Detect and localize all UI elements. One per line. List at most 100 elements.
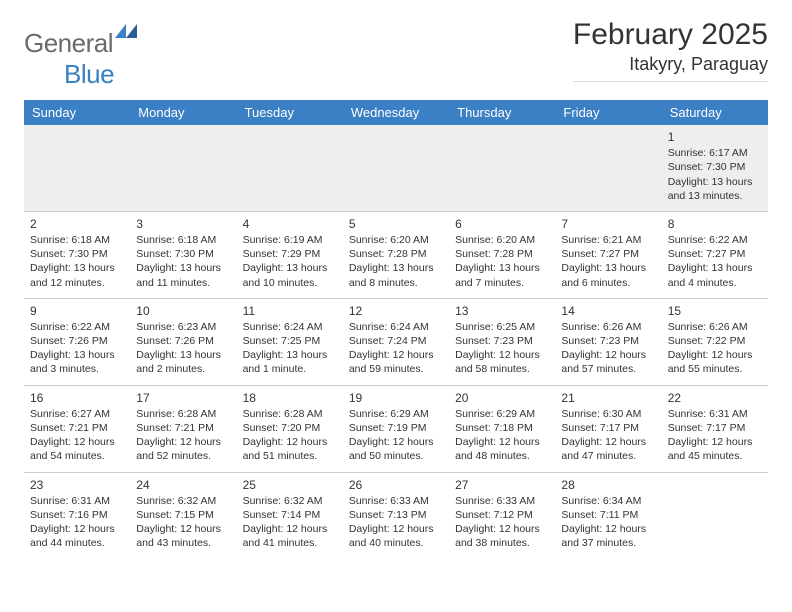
day-number: 27 xyxy=(455,477,549,493)
calendar-head: Sunday Monday Tuesday Wednesday Thursday… xyxy=(24,100,768,125)
daylight-line: Daylight: 12 hours and 54 minutes. xyxy=(30,435,124,463)
daylight-line: Daylight: 12 hours and 45 minutes. xyxy=(668,435,762,463)
sunrise-line: Sunrise: 6:28 AM xyxy=(136,407,230,421)
sunset-line: Sunset: 7:13 PM xyxy=(349,508,443,522)
calendar-cell: 23Sunrise: 6:31 AMSunset: 7:16 PMDayligh… xyxy=(24,472,130,558)
day-number: 22 xyxy=(668,390,762,406)
calendar-cell: 1Sunrise: 6:17 AMSunset: 7:30 PMDaylight… xyxy=(662,125,768,211)
dayname-row: Sunday Monday Tuesday Wednesday Thursday… xyxy=(24,100,768,125)
daylight-line: Daylight: 12 hours and 59 minutes. xyxy=(349,348,443,376)
sunrise-line: Sunrise: 6:17 AM xyxy=(668,146,762,160)
daylight-line: Daylight: 12 hours and 55 minutes. xyxy=(668,348,762,376)
daylight-line: Daylight: 12 hours and 40 minutes. xyxy=(349,522,443,550)
calendar-cell xyxy=(449,125,555,211)
sunrise-line: Sunrise: 6:32 AM xyxy=(243,494,337,508)
day-number: 3 xyxy=(136,216,230,232)
calendar-cell: 24Sunrise: 6:32 AMSunset: 7:15 PMDayligh… xyxy=(130,472,236,558)
calendar-cell: 21Sunrise: 6:30 AMSunset: 7:17 PMDayligh… xyxy=(555,385,661,472)
divider xyxy=(573,81,768,82)
calendar-cell: 9Sunrise: 6:22 AMSunset: 7:26 PMDaylight… xyxy=(24,298,130,385)
day-number: 7 xyxy=(561,216,655,232)
calendar-cell: 28Sunrise: 6:34 AMSunset: 7:11 PMDayligh… xyxy=(555,472,661,558)
sunset-line: Sunset: 7:28 PM xyxy=(349,247,443,261)
day-number: 15 xyxy=(668,303,762,319)
day-number: 4 xyxy=(243,216,337,232)
sunset-line: Sunset: 7:30 PM xyxy=(668,160,762,174)
sunset-line: Sunset: 7:23 PM xyxy=(561,334,655,348)
daylight-line: Daylight: 12 hours and 58 minutes. xyxy=(455,348,549,376)
logo-mark-icon xyxy=(115,24,137,38)
day-number: 24 xyxy=(136,477,230,493)
page-title: February 2025 xyxy=(573,18,768,52)
sunrise-line: Sunrise: 6:33 AM xyxy=(349,494,443,508)
day-number: 26 xyxy=(349,477,443,493)
day-number: 9 xyxy=(30,303,124,319)
sunrise-line: Sunrise: 6:27 AM xyxy=(30,407,124,421)
day-number: 13 xyxy=(455,303,549,319)
sunrise-line: Sunrise: 6:20 AM xyxy=(349,233,443,247)
daylight-line: Daylight: 12 hours and 57 minutes. xyxy=(561,348,655,376)
calendar-cell: 3Sunrise: 6:18 AMSunset: 7:30 PMDaylight… xyxy=(130,211,236,298)
header: General Blue February 2025 Itakyry, Para… xyxy=(24,18,768,90)
daylight-line: Daylight: 12 hours and 47 minutes. xyxy=(561,435,655,463)
sunrise-line: Sunrise: 6:32 AM xyxy=(136,494,230,508)
sunset-line: Sunset: 7:11 PM xyxy=(561,508,655,522)
calendar-week-row: 2Sunrise: 6:18 AMSunset: 7:30 PMDaylight… xyxy=(24,211,768,298)
sunset-line: Sunset: 7:21 PM xyxy=(30,421,124,435)
sunset-line: Sunset: 7:24 PM xyxy=(349,334,443,348)
calendar-cell: 7Sunrise: 6:21 AMSunset: 7:27 PMDaylight… xyxy=(555,211,661,298)
sunrise-line: Sunrise: 6:29 AM xyxy=(455,407,549,421)
daylight-line: Daylight: 13 hours and 3 minutes. xyxy=(30,348,124,376)
calendar-body: 1Sunrise: 6:17 AMSunset: 7:30 PM Daylight… xyxy=(24,125,768,558)
day-number: 8 xyxy=(668,216,762,232)
sunrise-line: Sunrise: 6:31 AM xyxy=(30,494,124,508)
daylight-line: Daylight: 13 hours and 1 minute. xyxy=(243,348,337,376)
sunset-line: Sunset: 7:17 PM xyxy=(561,421,655,435)
daylight-line: Daylight: 12 hours and 44 minutes. xyxy=(30,522,124,550)
sunrise-line: Sunrise: 6:23 AM xyxy=(136,320,230,334)
sunrise-line: Sunrise: 6:20 AM xyxy=(455,233,549,247)
calendar-week-row: 9Sunrise: 6:22 AM Sunset: 7:26 PM Daylight… xyxy=(24,298,768,385)
logo-word-1: General xyxy=(24,28,113,58)
daylight-line: Daylight: 12 hours and 48 minutes. xyxy=(455,435,549,463)
day-number: 16 xyxy=(30,390,124,406)
dayname-tue: Tuesday xyxy=(237,100,343,125)
daylight-line: Daylight: 13 hours and 7 minutes. xyxy=(455,261,549,289)
sunrise-line: Sunrise: 6:26 AM xyxy=(668,320,762,334)
day-number: 6 xyxy=(455,216,549,232)
day-number: 12 xyxy=(349,303,443,319)
calendar-cell xyxy=(662,472,768,558)
calendar-cell: 16Sunrise: 6:27 AMSunset: 7:21 PMDayligh… xyxy=(24,385,130,472)
sunrise-line: Sunrise: 6:24 AM xyxy=(349,320,443,334)
calendar-cell: 27Sunrise: 6:33 AMSunset: 7:12 PMDayligh… xyxy=(449,472,555,558)
calendar-cell: 18Sunrise: 6:28 AMSunset: 7:20 PMDayligh… xyxy=(237,385,343,472)
sunrise-line: Sunrise: 6:29 AM xyxy=(349,407,443,421)
sunrise-line: Sunrise: 6:33 AM xyxy=(455,494,549,508)
calendar-cell: 8Sunrise: 6:22 AMSunset: 7:27 PMDaylight… xyxy=(662,211,768,298)
daylight-line: Daylight: 12 hours and 51 minutes. xyxy=(243,435,337,463)
sunset-line: Sunset: 7:19 PM xyxy=(349,421,443,435)
day-number: 1 xyxy=(668,129,762,145)
sunset-line: Sunset: 7:21 PM xyxy=(136,421,230,435)
sunset-line: Sunset: 7:20 PM xyxy=(243,421,337,435)
day-number: 11 xyxy=(243,303,337,319)
calendar-cell: 11Sunrise: 6:24 AMSunset: 7:25 PMDayligh… xyxy=(237,298,343,385)
daylight-line: Daylight: 12 hours and 41 minutes. xyxy=(243,522,337,550)
sunrise-line: Sunrise: 6:19 AM xyxy=(243,233,337,247)
calendar-cell: 14Sunrise: 6:26 AMSunset: 7:23 PMDayligh… xyxy=(555,298,661,385)
sunrise-line: Sunrise: 6:31 AM xyxy=(668,407,762,421)
day-number: 5 xyxy=(349,216,443,232)
location-label: Itakyry, Paraguay xyxy=(573,54,768,75)
calendar-cell xyxy=(555,125,661,211)
daylight-line: Daylight: 12 hours and 43 minutes. xyxy=(136,522,230,550)
sunset-line: Sunset: 7:14 PM xyxy=(243,508,337,522)
calendar-week-row: 23Sunrise: 6:31 AMSunset: 7:16 PMDayligh… xyxy=(24,472,768,558)
calendar-cell xyxy=(130,125,236,211)
calendar-week-row: 16Sunrise: 6:27 AMSunset: 7:21 PMDayligh… xyxy=(24,385,768,472)
dayname-sat: Saturday xyxy=(662,100,768,125)
sunrise-line: Sunrise: 6:22 AM xyxy=(30,320,124,334)
daylight-line: Daylight: 12 hours and 50 minutes. xyxy=(349,435,443,463)
day-number: 10 xyxy=(136,303,230,319)
daylight-line: Daylight: 13 hours and 8 minutes. xyxy=(349,261,443,289)
sunset-line: Sunset: 7:26 PM xyxy=(136,334,230,348)
